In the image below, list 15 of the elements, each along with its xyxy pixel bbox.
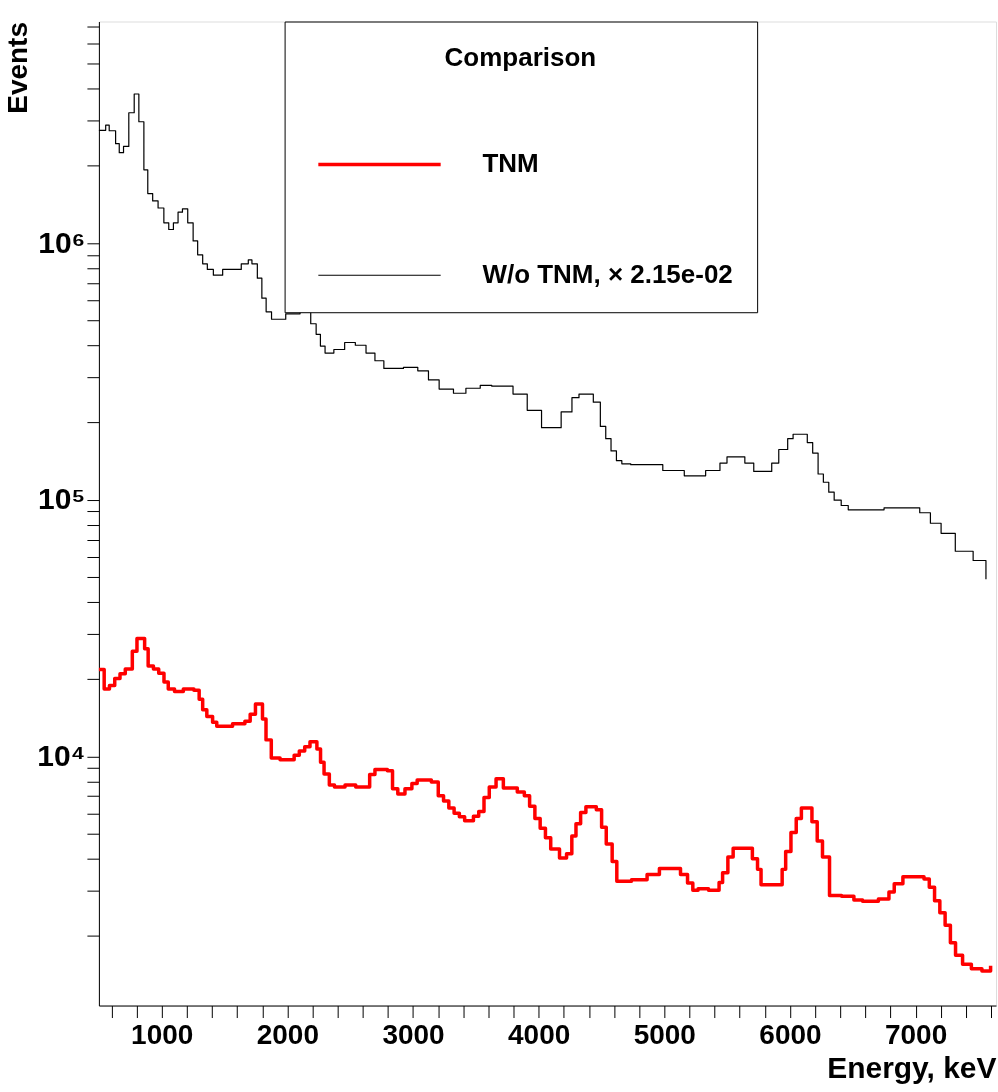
legend-label: TNM: [482, 148, 539, 179]
legend-title: Comparison: [444, 42, 597, 73]
y-axis-title: Events: [2, 22, 34, 114]
x-tick-label: 4000: [508, 1019, 571, 1050]
y-tick-label: 10⁵: [38, 482, 86, 516]
y-tick-label: 10⁶: [38, 225, 86, 259]
x-tick-label: 6000: [759, 1019, 822, 1050]
x-tick-label: 1000: [131, 1019, 194, 1050]
x-axis-title: Energy, keV: [827, 1050, 997, 1084]
x-tick-label: 5000: [633, 1019, 696, 1050]
legend-label: W/o TNM, × 2.15e-02: [482, 259, 733, 290]
x-tick-label: 7000: [884, 1019, 948, 1050]
y-tick-label: 10⁴: [37, 738, 86, 772]
x-tick-label: 2000: [256, 1019, 319, 1050]
x-tick-label: 3000: [382, 1019, 445, 1050]
